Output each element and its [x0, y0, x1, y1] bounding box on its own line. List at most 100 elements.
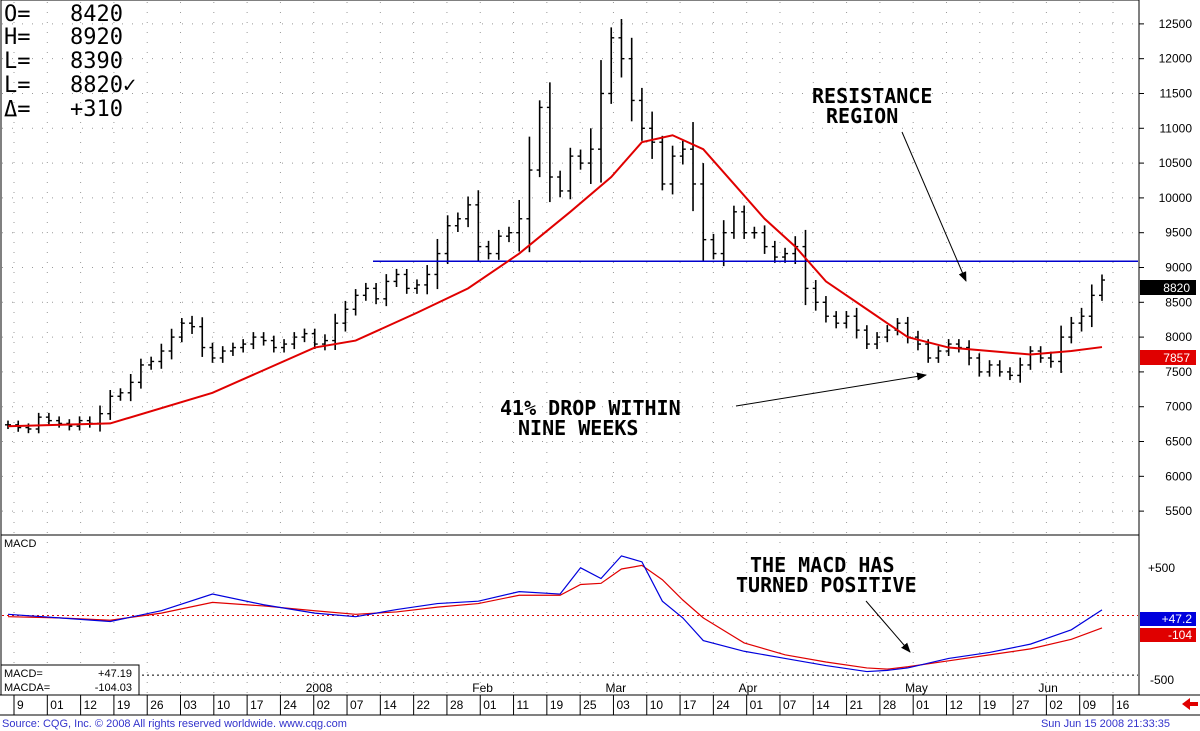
scroll-left-arrow-icon[interactable] [1182, 698, 1198, 710]
x-tick-label: 14 [383, 698, 397, 712]
x-tick-label: 10 [217, 698, 231, 712]
x-tick-label: 17 [250, 698, 264, 712]
price-panel-frame [0, 0, 1140, 536]
x-tick-label: 03 [616, 698, 630, 712]
resistance-arrow [901, 131, 967, 282]
macda-badge-bg [1140, 628, 1196, 642]
x-tick-label: 01 [50, 698, 64, 712]
resistance-annotation-line1: RESISTANCE [812, 84, 932, 108]
resistance-annotation-line2: REGION [826, 104, 898, 128]
footer-timestamp: Sun Jun 15 2008 21:33:35 [1041, 718, 1170, 730]
macd-annotation-line2: TURNED POSITIVE [736, 573, 917, 597]
drop-annotation-line2: NINE WEEKS [518, 416, 638, 440]
price-tick-label: 10500 [1159, 156, 1193, 170]
readout-macda-label: MACDA= [4, 682, 50, 694]
x-tick-label: 27 [1016, 698, 1030, 712]
x-tick-label: 12 [84, 698, 98, 712]
x-tick-label: 14 [816, 698, 830, 712]
x-tick-label: 17 [683, 698, 697, 712]
readout-macda-value: -104.03 [95, 682, 132, 694]
x-tick-label: 28 [883, 698, 897, 712]
price-tick-label: 11000 [1160, 121, 1193, 135]
macd-arrow [865, 600, 911, 653]
x-tick-label: 02 [1049, 698, 1063, 712]
x-tick-label: 25 [583, 698, 597, 712]
last-price-badge: 8820 [1163, 281, 1190, 295]
macd-annotation-line1: THE MACD HAS [750, 553, 895, 577]
price-bars [5, 19, 1105, 434]
x-tick-label: 09 [1083, 698, 1097, 712]
x-tick-label: 02 [317, 698, 331, 712]
ma-badge: 7857 [1163, 351, 1190, 365]
price-tick-label: 9500 [1165, 226, 1192, 240]
last-value: 8820✓ [70, 73, 136, 98]
x-tick-label: 22 [417, 698, 431, 712]
macd-badge-bg [1140, 612, 1196, 626]
ma-badge-bg [1140, 350, 1196, 365]
open-label: O= [4, 2, 31, 27]
price-tick-label: 7500 [1165, 365, 1192, 379]
x-month-label: Apr [739, 681, 758, 695]
x-axis-ticks: 9 01 12 19 26 03 10 17 24 02 07 14 22 28 01 11 19 25 03 10 1… [13, 681, 1130, 715]
change-value: +310 [70, 97, 123, 122]
price-axis-ticks: 5500 6000 6500 7000 7500 8000 8500 9000 9500 1000… [1139, 17, 1192, 518]
price-tick-label: 8500 [1165, 295, 1192, 309]
readout-macd-value: +47.19 [98, 668, 132, 680]
macd-panel-label: MACD [4, 538, 36, 550]
ohlc-readout: O= 8420 H= 8920 L= 8390 L= 8820✓ Δ= +310 [4, 2, 136, 122]
price-tick-label: 7000 [1165, 400, 1192, 414]
x-month-label: 2008 [306, 681, 333, 695]
x-tick-label: 10 [650, 698, 664, 712]
price-tick-label: 5500 [1165, 504, 1192, 518]
price-tick-label: 6000 [1165, 469, 1192, 483]
low-value: 8390 [70, 49, 123, 74]
price-tick-label: 8000 [1165, 330, 1192, 344]
macd-line [7, 555, 1103, 673]
x-tick-label: 12 [949, 698, 963, 712]
change-label: Δ= [4, 97, 31, 122]
macda-badge: -104 [1168, 628, 1192, 642]
x-tick-label: 19 [983, 698, 997, 712]
macd-tick-minus500: -500 [1150, 673, 1174, 687]
x-tick-label: 28 [450, 698, 464, 712]
x-tick-label: 9 [17, 698, 24, 712]
readout-macd-label: MACD= [4, 668, 43, 680]
x-month-label: Feb [472, 681, 493, 695]
price-tick-label: 10000 [1159, 191, 1193, 205]
x-tick-label: 19 [117, 698, 131, 712]
x-tick-label: 19 [550, 698, 564, 712]
x-month-label: Jun [1038, 681, 1057, 695]
macd-lines [2, 555, 1138, 676]
drop-annotation-line1: 41% DROP WITHIN [500, 396, 681, 420]
low-label: L= [4, 49, 31, 74]
macd-badge: +47.2 [1162, 612, 1193, 626]
x-tick-label: 01 [483, 698, 497, 712]
x-tick-label: 07 [783, 698, 797, 712]
annotations: RESISTANCE REGION 41% DROP WITHIN NINE W… [500, 84, 932, 597]
x-month-label: May [905, 681, 928, 695]
x-month-label: Mar [605, 681, 626, 695]
price-tick-label: 11500 [1160, 86, 1193, 100]
high-label: H= [4, 25, 31, 50]
price-tick-label: 12000 [1159, 52, 1193, 66]
x-tick-label: 01 [750, 698, 764, 712]
macd-readout-box [0, 664, 140, 696]
moving-average-line [7, 134, 1103, 428]
x-tick-label: 26 [150, 698, 164, 712]
price-tick-label: 9000 [1165, 261, 1192, 275]
x-tick-label: 03 [184, 698, 198, 712]
footer-source: Source: CQG, Inc. © 2008 All rights rese… [2, 718, 347, 730]
macd-tick-plus500: +500 [1148, 561, 1175, 575]
price-tick-label: 12500 [1159, 17, 1193, 31]
open-value: 8420 [70, 2, 123, 27]
x-tick-label: 01 [916, 698, 930, 712]
x-tick-label: 07 [350, 698, 364, 712]
price-tick-label: 6500 [1165, 435, 1192, 449]
x-tick-label: 11 [517, 698, 530, 712]
high-value: 8920 [70, 25, 123, 50]
x-tick-label: 16 [1116, 698, 1130, 712]
macda-line [7, 564, 1103, 670]
x-tick-label: 24 [283, 698, 297, 712]
last-label: L= [4, 73, 31, 98]
